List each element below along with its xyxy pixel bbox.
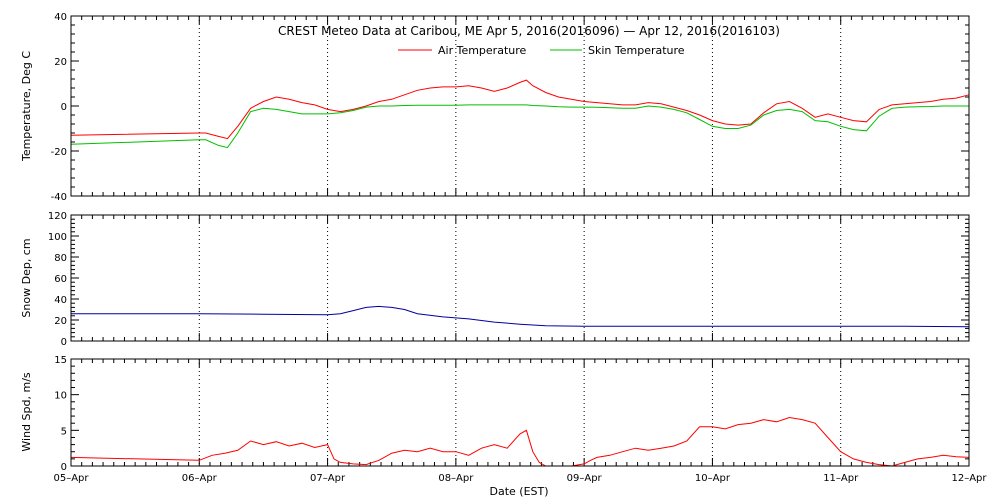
series-line [70,104,969,149]
legend-air-label: Air Temperature [438,44,527,57]
y-tick-label: 15 [54,355,67,366]
panel-frame [70,214,970,342]
x-tick-label: 10–Apr [695,473,731,484]
y-axis-label: Snow Dep, cm [20,238,33,317]
series-line [71,305,970,328]
y-tick-label: -20 [51,147,67,158]
y-tick-label: 5 [61,426,67,437]
y-tick-label: 10 [54,391,67,402]
panel-frame [70,15,970,197]
y-tick-label: 20 [54,57,67,68]
series-line [70,416,970,467]
x-tick-label: 08–Apr [438,473,474,484]
legend: Air Temperature Skin Temperature [398,44,685,57]
chart-title: CREST Meteo Data at Caribou, ME Apr 5, 2… [278,24,780,38]
x-tick-label: 09–Apr [567,473,603,484]
legend-skin-label: Skin Temperature [588,44,685,57]
y-tick-label: 120 [48,211,67,222]
y-axis-label: Temperature, Deg C [20,51,33,162]
y-tick-label: 0 [61,337,67,348]
x-tick-label: 11–Apr [823,473,859,484]
y-tick-label: 40 [54,12,67,23]
panel-frame [70,358,970,467]
y-tick-label: 80 [54,253,67,264]
x-tick-label: 12–Apr [951,473,987,484]
x-tick-label: 05–Apr [53,473,89,484]
y-tick-label: 60 [54,274,67,285]
x-axis-title: Date (EST) [489,485,548,498]
y-axis-label: Wind Spd, m/s [20,372,33,452]
y-tick-label: 0 [61,462,67,473]
snow-depth-panel: 0 20 40 60 80 100 120 Snow Dep, cm [20,211,970,348]
y-tick-label: -40 [51,192,67,203]
y-tick-label: 40 [54,295,67,306]
x-tick-label: 07–Apr [310,473,346,484]
series-line [70,79,970,140]
temperature-panel: -40 -20 0 20 40 Temperature, Deg C [20,12,970,203]
wind-speed-panel: 0 5 10 15 Wind Spd, m/s [20,355,970,473]
y-tick-label: 20 [54,316,67,327]
x-axis-labels: 05–Apr 06–Apr 07–Apr 08–Apr 09–Apr 10–Apr 11–A… [53,473,987,484]
y-tick-label: 0 [61,102,67,113]
x-tick-label: 06–Apr [182,473,218,484]
y-tick-label: 100 [48,232,67,243]
